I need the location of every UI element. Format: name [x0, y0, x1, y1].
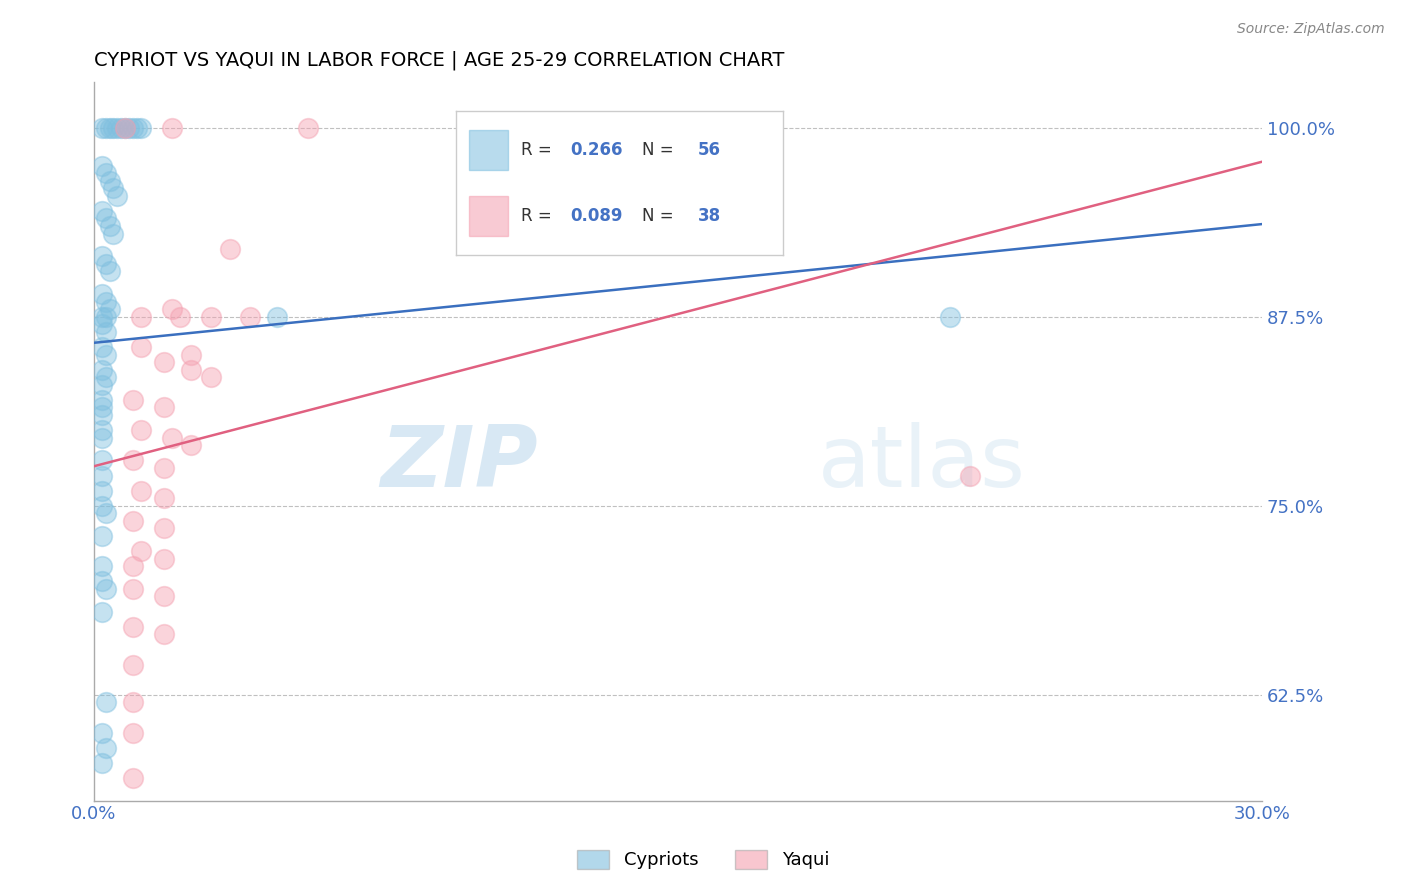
- Point: [98, 302, 121, 317]
- Point: [94, 325, 117, 339]
- Point: [153, 627, 176, 641]
- Point: [94, 695, 117, 709]
- Point: [121, 695, 143, 709]
- Point: [153, 461, 176, 475]
- Point: [160, 302, 183, 317]
- Point: [125, 120, 148, 135]
- Point: [90, 159, 112, 173]
- Point: [939, 310, 962, 324]
- Point: [121, 657, 143, 672]
- Point: [103, 227, 125, 241]
- Point: [90, 120, 112, 135]
- Point: [110, 120, 132, 135]
- Point: [90, 318, 112, 332]
- Point: [98, 219, 121, 233]
- Point: [297, 120, 319, 135]
- Point: [153, 401, 176, 415]
- Point: [180, 347, 202, 361]
- Point: [153, 355, 176, 369]
- Point: [90, 203, 112, 218]
- Point: [114, 120, 136, 135]
- Point: [129, 544, 152, 558]
- Text: CYPRIOT VS YAQUI IN LABOR FORCE | AGE 25-29 CORRELATION CHART: CYPRIOT VS YAQUI IN LABOR FORCE | AGE 25…: [94, 51, 785, 70]
- Text: ZIP: ZIP: [380, 422, 537, 505]
- Point: [90, 431, 112, 445]
- Point: [90, 377, 112, 392]
- Point: [90, 401, 112, 415]
- Point: [105, 188, 128, 202]
- Point: [90, 725, 112, 739]
- Point: [121, 559, 143, 574]
- Point: [90, 529, 112, 543]
- Point: [98, 264, 121, 278]
- Point: [121, 120, 143, 135]
- Point: [90, 499, 112, 513]
- Point: [160, 431, 183, 445]
- Point: [153, 590, 176, 604]
- Point: [160, 120, 183, 135]
- Point: [239, 310, 262, 324]
- Point: [90, 287, 112, 301]
- Point: [94, 740, 117, 755]
- Point: [169, 310, 191, 324]
- Point: [103, 120, 125, 135]
- Point: [180, 362, 202, 376]
- Point: [98, 174, 121, 188]
- Point: [90, 605, 112, 619]
- Point: [266, 310, 288, 324]
- Point: [121, 453, 143, 467]
- Point: [121, 771, 143, 785]
- Point: [90, 756, 112, 770]
- Legend: Cypriots, Yaqui: Cypriots, Yaqui: [568, 841, 838, 879]
- Point: [94, 120, 117, 135]
- Point: [90, 453, 112, 467]
- Point: [153, 491, 176, 506]
- Point: [200, 370, 222, 384]
- Point: [90, 340, 112, 354]
- Point: [153, 551, 176, 566]
- Point: [129, 120, 152, 135]
- Point: [121, 392, 143, 407]
- Point: [90, 362, 112, 376]
- Point: [90, 249, 112, 263]
- Point: [121, 620, 143, 634]
- Point: [90, 392, 112, 407]
- Point: [94, 310, 117, 324]
- Point: [94, 166, 117, 180]
- Point: [118, 120, 141, 135]
- Point: [180, 438, 202, 452]
- Point: [219, 242, 242, 256]
- Point: [94, 582, 117, 596]
- Point: [129, 340, 152, 354]
- Point: [90, 310, 112, 324]
- Text: Source: ZipAtlas.com: Source: ZipAtlas.com: [1237, 22, 1385, 37]
- Point: [94, 370, 117, 384]
- Point: [94, 506, 117, 520]
- Point: [129, 310, 152, 324]
- Point: [959, 468, 981, 483]
- Point: [90, 408, 112, 422]
- Point: [90, 423, 112, 437]
- Point: [129, 483, 152, 498]
- Point: [94, 347, 117, 361]
- Point: [105, 120, 128, 135]
- Point: [90, 574, 112, 589]
- Point: [94, 257, 117, 271]
- Point: [103, 181, 125, 195]
- Point: [90, 468, 112, 483]
- Point: [94, 211, 117, 226]
- Point: [510, 120, 533, 135]
- Text: atlas: atlas: [818, 422, 1026, 505]
- Point: [98, 120, 121, 135]
- Point: [129, 423, 152, 437]
- Point: [200, 310, 222, 324]
- Point: [94, 294, 117, 309]
- Point: [153, 521, 176, 535]
- Point: [121, 725, 143, 739]
- Point: [114, 120, 136, 135]
- Point: [90, 483, 112, 498]
- Point: [121, 582, 143, 596]
- Point: [90, 559, 112, 574]
- Point: [121, 514, 143, 528]
